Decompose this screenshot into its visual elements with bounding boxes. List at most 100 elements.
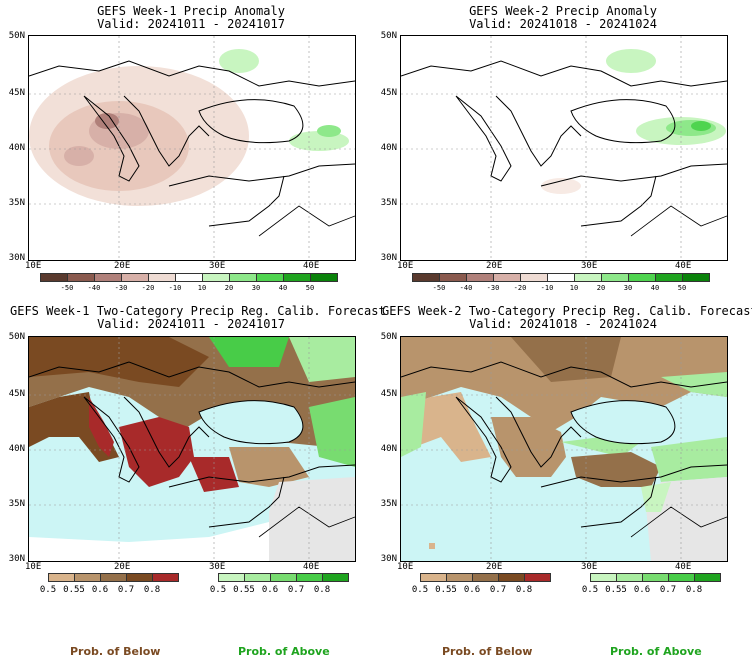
panel1-valid: Valid: 20241011 - 20241017 xyxy=(97,17,285,31)
below-cb1-label: 0.7 xyxy=(117,585,135,595)
p3-lat-35: 35N xyxy=(8,499,25,509)
probability-map-week2 xyxy=(401,337,727,561)
p1-lat-35: 35N xyxy=(8,198,25,208)
below-cb2-label: 0.5 xyxy=(411,585,429,595)
prob-below-label-2: Prob. of Below xyxy=(442,645,533,658)
above-cb2-label: 0.8 xyxy=(685,585,703,595)
below-cb2-label: 0.8 xyxy=(515,585,533,595)
prob-above-label-1: Prob. of Above xyxy=(238,645,330,658)
p1-lat-45: 45N xyxy=(8,88,25,98)
probability-map-week1 xyxy=(29,337,355,561)
prob-below-label-1: Prob. of Below xyxy=(70,645,161,658)
p2-lon-10: 10E xyxy=(397,261,414,271)
cb1-label: 10 xyxy=(197,284,207,292)
anomaly-map-week2 xyxy=(401,36,727,260)
p3-lat-45: 45N xyxy=(8,389,25,399)
panel3-map xyxy=(28,336,356,562)
cb1-label: 30 xyxy=(251,284,261,292)
cb1-label: -40 xyxy=(87,284,101,292)
below-cb2-label: 0.55 xyxy=(435,585,457,595)
cb2-label: -50 xyxy=(432,284,446,292)
above-cb1-label: 0.55 xyxy=(233,585,255,595)
below-cb1-label: 0.55 xyxy=(63,585,85,595)
p4-lat-45: 45N xyxy=(380,389,397,399)
cb1-label: -50 xyxy=(60,284,74,292)
cb2-label: 10 xyxy=(569,284,579,292)
p2-lat-45: 45N xyxy=(380,88,397,98)
panel1-title: GEFS Week-1 Precip Anomaly xyxy=(97,4,285,18)
p2-lat-40: 40N xyxy=(380,143,397,153)
p4-lon-30: 30E xyxy=(581,562,598,572)
cb1-label: -30 xyxy=(114,284,128,292)
cb2-label: 30 xyxy=(623,284,633,292)
above-colorbar-1: 0.5 0.55 0.6 0.7 0.8 xyxy=(210,573,353,597)
panel4-title: GEFS Week-2 Two-Category Precip Reg. Cal… xyxy=(382,304,752,318)
above-cb1-label: 0.8 xyxy=(313,585,331,595)
above-cb2-label: 0.6 xyxy=(633,585,651,595)
above-cb1-label: 0.5 xyxy=(209,585,227,595)
p3-lon-10: 10E xyxy=(25,562,42,572)
cb2-label: 20 xyxy=(596,284,606,292)
cb2-label: 50 xyxy=(677,284,687,292)
cb1-label: 50 xyxy=(305,284,315,292)
p3-lon-20: 20E xyxy=(114,562,131,572)
cb2-label: -30 xyxy=(486,284,500,292)
p4-lon-20: 20E xyxy=(486,562,503,572)
cb2-label: -10 xyxy=(540,284,554,292)
panel4-map xyxy=(400,336,728,562)
p1-lon-30: 30E xyxy=(209,261,226,271)
below-cb1-label: 0.8 xyxy=(143,585,161,595)
p1-lat-50: 50N xyxy=(8,31,25,41)
cb2-label: -40 xyxy=(459,284,473,292)
p4-lat-30: 30N xyxy=(380,554,397,564)
p4-lat-35: 35N xyxy=(380,499,397,509)
panel2-title: GEFS Week-2 Precip Anomaly xyxy=(469,4,657,18)
p1-lat-30: 30N xyxy=(8,253,25,263)
above-cb1-label: 0.7 xyxy=(287,585,305,595)
p2-lat-30: 30N xyxy=(380,253,397,263)
cb1-label: -10 xyxy=(168,284,182,292)
p3-lat-50: 50N xyxy=(8,332,25,342)
p3-lon-40: 40E xyxy=(303,562,320,572)
panel3-title: GEFS Week-1 Two-Category Precip Reg. Cal… xyxy=(10,304,386,318)
p4-lon-40: 40E xyxy=(675,562,692,572)
p1-lon-40: 40E xyxy=(303,261,320,271)
below-colorbar-2: 0.5 0.55 0.6 0.7 0.8 xyxy=(412,573,555,597)
below-cb2-label: 0.6 xyxy=(463,585,481,595)
p3-lat-30: 30N xyxy=(8,554,25,564)
p2-lon-30: 30E xyxy=(581,261,598,271)
p1-lat-40: 40N xyxy=(8,143,25,153)
above-cb2-label: 0.5 xyxy=(581,585,599,595)
p3-lat-40: 40N xyxy=(8,444,25,454)
p3-lon-30: 30E xyxy=(209,562,226,572)
above-colorbar-2: 0.5 0.55 0.6 0.7 0.8 xyxy=(582,573,725,597)
below-cb2-label: 0.7 xyxy=(489,585,507,595)
p2-lon-20: 20E xyxy=(486,261,503,271)
above-cb1-label: 0.6 xyxy=(261,585,279,595)
p2-lat-35: 35N xyxy=(380,198,397,208)
cb2-label: -20 xyxy=(513,284,527,292)
p4-lon-10: 10E xyxy=(397,562,414,572)
above-cb2-label: 0.55 xyxy=(605,585,627,595)
below-colorbar-1: 0.5 0.55 0.6 0.7 0.8 xyxy=(40,573,183,597)
cb2-label: 40 xyxy=(650,284,660,292)
panel2-valid: Valid: 20241018 - 20241024 xyxy=(469,17,657,31)
cb1-label: -20 xyxy=(141,284,155,292)
prob-above-label-2: Prob. of Above xyxy=(610,645,702,658)
panel3-valid: Valid: 20241011 - 20241017 xyxy=(97,317,285,331)
anomaly-colorbar-1: -50 -40 -30 -20 -10 10 20 30 40 50 xyxy=(40,273,340,295)
anomaly-map-week1 xyxy=(29,36,355,260)
panel4-valid: Valid: 20241018 - 20241024 xyxy=(469,317,657,331)
p2-lat-50: 50N xyxy=(380,31,397,41)
p1-lon-10: 10E xyxy=(25,261,42,271)
below-cb1-label: 0.6 xyxy=(91,585,109,595)
cb1-label: 40 xyxy=(278,284,288,292)
p2-lon-40: 40E xyxy=(675,261,692,271)
below-cb1-label: 0.5 xyxy=(39,585,57,595)
p4-lat-50: 50N xyxy=(380,332,397,342)
panel2-map xyxy=(400,35,728,261)
p4-lat-40: 40N xyxy=(380,444,397,454)
above-cb2-label: 0.7 xyxy=(659,585,677,595)
cb1-label: 20 xyxy=(224,284,234,292)
anomaly-colorbar-2: -50 -40 -30 -20 -10 10 20 30 40 50 xyxy=(412,273,712,295)
